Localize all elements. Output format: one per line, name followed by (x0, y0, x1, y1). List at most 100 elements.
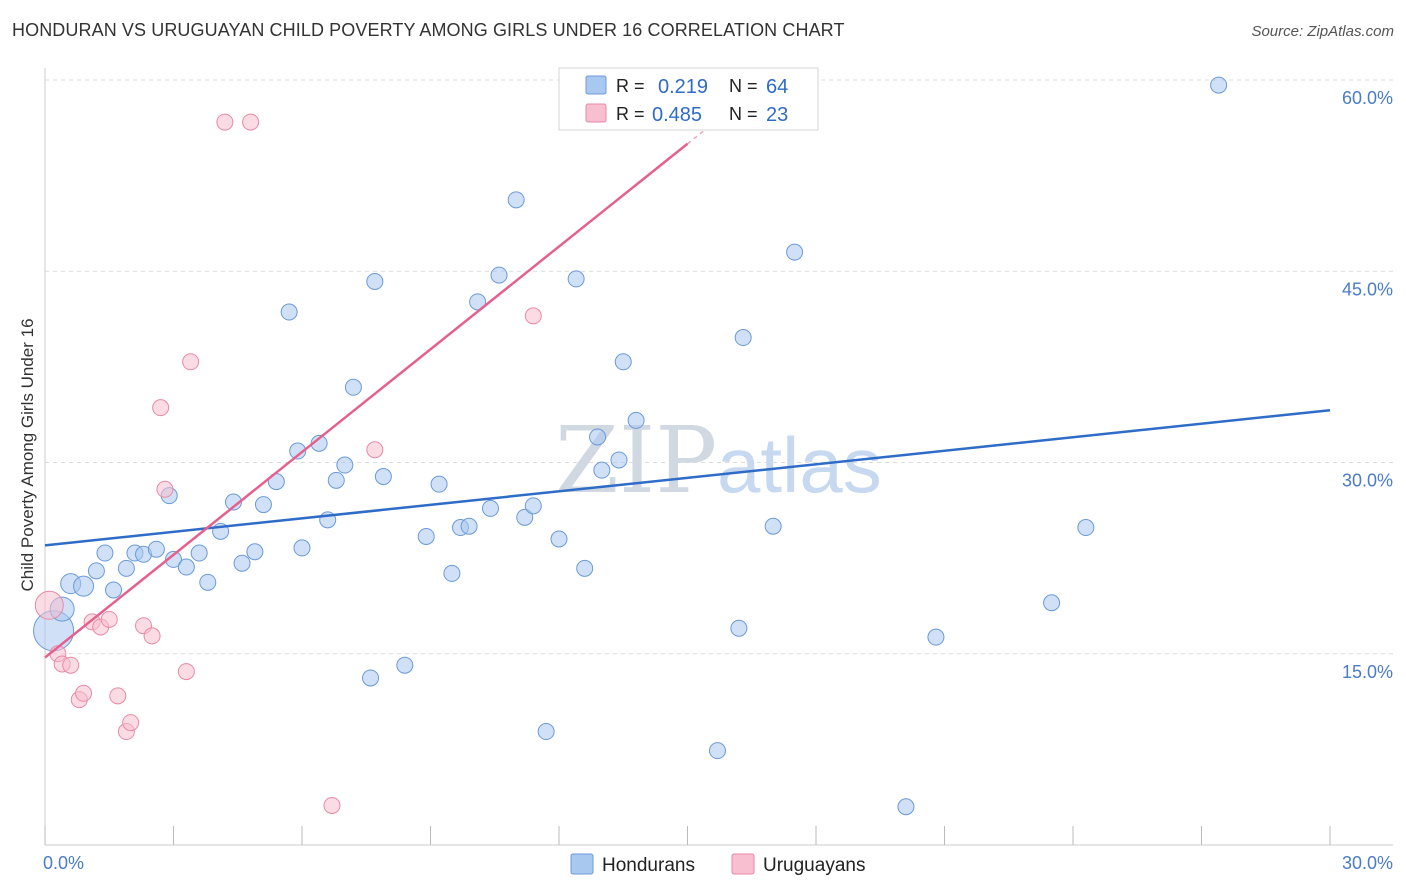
hondurans-trend-line (44, 408, 1331, 547)
hondurans-point-3 (73, 575, 95, 597)
y-tick-label-0: 15.0% (1342, 662, 1393, 682)
hondurans-point-61 (1043, 594, 1061, 612)
hondurans-point-48 (576, 559, 594, 577)
hondurans-point-24 (293, 539, 311, 557)
points-layer (33, 76, 1228, 816)
uruguayans-point-9 (109, 687, 127, 705)
legend-r-value-uruguayans: 0.485 (652, 104, 702, 126)
hondurans-point-54 (708, 742, 726, 760)
hondurans-point-55 (730, 619, 748, 637)
hondurans-point-33 (396, 656, 414, 674)
hondurans-point-14 (190, 544, 208, 562)
uruguayans-point-18 (216, 113, 234, 131)
uruguayans-point-20 (323, 796, 341, 814)
uruguayans-point-8 (100, 610, 118, 628)
legend-swatch-hondurans (585, 75, 607, 95)
grid-layer (45, 79, 1393, 655)
bottom-legend: Hondurans Uruguayans (570, 853, 865, 876)
hondurans-point-32 (374, 468, 392, 486)
uruguayans-point-21 (366, 441, 384, 459)
hondurans-point-53 (627, 411, 645, 429)
hondurans-point-6 (105, 581, 123, 599)
uruguayans-point-19 (242, 113, 260, 131)
hondurans-point-19 (246, 543, 264, 561)
tick-labels: 15.0% 30.0% 45.0% 60.0% 0.0% 30.0% (43, 88, 1393, 873)
legend-n-value-uruguayans: 23 (766, 104, 788, 126)
y-axis-label: Child Poverty Among Girls Under 16 (18, 318, 37, 591)
hondurans-point-10 (147, 540, 165, 558)
hondurans-point-58 (786, 243, 804, 261)
hondurans-point-30 (362, 669, 380, 687)
uruguayans-point-16 (177, 663, 195, 681)
hondurans-point-40 (481, 499, 499, 517)
hondurans-point-13 (177, 558, 195, 576)
hondurans-point-5 (96, 544, 114, 562)
axis-layer (44, 68, 1393, 846)
hondurans-point-29 (344, 378, 362, 396)
hondurans-point-43 (516, 508, 534, 526)
hondurans-point-12 (165, 550, 182, 568)
trend-lines (44, 92, 1331, 659)
hondurans-point-31 (366, 272, 384, 290)
y-tick-label-3: 60.0% (1342, 88, 1393, 108)
hondurans-point-22 (280, 303, 298, 321)
chart-title: HONDURAN VS URUGUAYAN CHILD POVERTY AMON… (12, 20, 845, 40)
bottom-legend-uruguayans: Uruguayans (763, 855, 865, 876)
y-tick-label-1: 30.0% (1342, 471, 1393, 491)
legend-swatch-uruguayans (585, 103, 607, 123)
hondurans-point-36 (443, 564, 461, 582)
hondurans-point-59 (897, 798, 915, 816)
hondurans-point-35 (430, 475, 448, 493)
hondurans-point-46 (550, 530, 568, 548)
legend-r-label-uruguayans: R = (616, 104, 645, 124)
legend-r-value-hondurans: 0.219 (658, 76, 708, 98)
uruguayans-point-17 (182, 353, 200, 371)
x-tick-label-min: 0.0% (43, 853, 84, 873)
uruguayans-point-11 (122, 714, 140, 732)
uruguayans-point-22 (524, 307, 542, 325)
uruguayans-point-14 (152, 399, 170, 417)
hondurans-point-51 (610, 451, 628, 469)
hondurans-point-52 (614, 353, 632, 371)
uruguayans-point-13 (143, 627, 161, 645)
legend-n-label-uruguayans: N = (729, 104, 758, 124)
hondurans-point-38 (460, 517, 478, 535)
x-tick-label-max: 30.0% (1342, 853, 1393, 873)
hondurans-point-4 (87, 562, 105, 580)
watermark: ZIP atlas (555, 407, 882, 514)
legend-n-label-hondurans: N = (729, 76, 758, 96)
hondurans-point-62 (1077, 519, 1095, 537)
hondurans-point-50 (593, 461, 611, 479)
hondurans-point-41 (490, 266, 508, 284)
uruguayans-point-5 (75, 684, 93, 702)
hondurans-point-34 (417, 527, 435, 545)
hondurans-point-56 (734, 329, 752, 347)
hondurans-point-63 (1210, 76, 1228, 94)
hondurans-point-42 (507, 191, 525, 209)
hondurans-point-7 (117, 559, 135, 577)
source-label: Source: ZipAtlas.com (1251, 23, 1394, 40)
hondurans-point-49 (589, 428, 607, 446)
hondurans-point-15 (199, 573, 217, 591)
hondurans-point-27 (327, 471, 345, 489)
legend-n-value-hondurans: 64 (766, 76, 788, 98)
uruguayans-point-15 (156, 480, 174, 498)
hondurans-point-60 (927, 628, 945, 646)
bottom-legend-swatch-uruguayans (731, 853, 755, 875)
legend-box: R = 0.219 N = 64 R = 0.485 N = 23 (558, 67, 819, 131)
bottom-legend-swatch-hondurans (570, 853, 594, 875)
hondurans-point-20 (254, 496, 272, 514)
uruguayans-point-3 (62, 656, 80, 674)
hondurans-point-57 (764, 517, 782, 535)
hondurans-point-44 (524, 497, 542, 515)
y-tick-label-2: 45.0% (1342, 279, 1393, 299)
legend-r-label-hondurans: R = (616, 76, 645, 96)
uruguayans-point-0 (34, 590, 64, 620)
hondurans-point-23 (289, 442, 307, 460)
bottom-legend-hondurans: Hondurans (602, 855, 695, 876)
hondurans-point-39 (469, 293, 487, 311)
hondurans-point-28 (336, 456, 354, 474)
hondurans-point-47 (567, 270, 585, 288)
uruguayans-trend-line (44, 142, 689, 659)
